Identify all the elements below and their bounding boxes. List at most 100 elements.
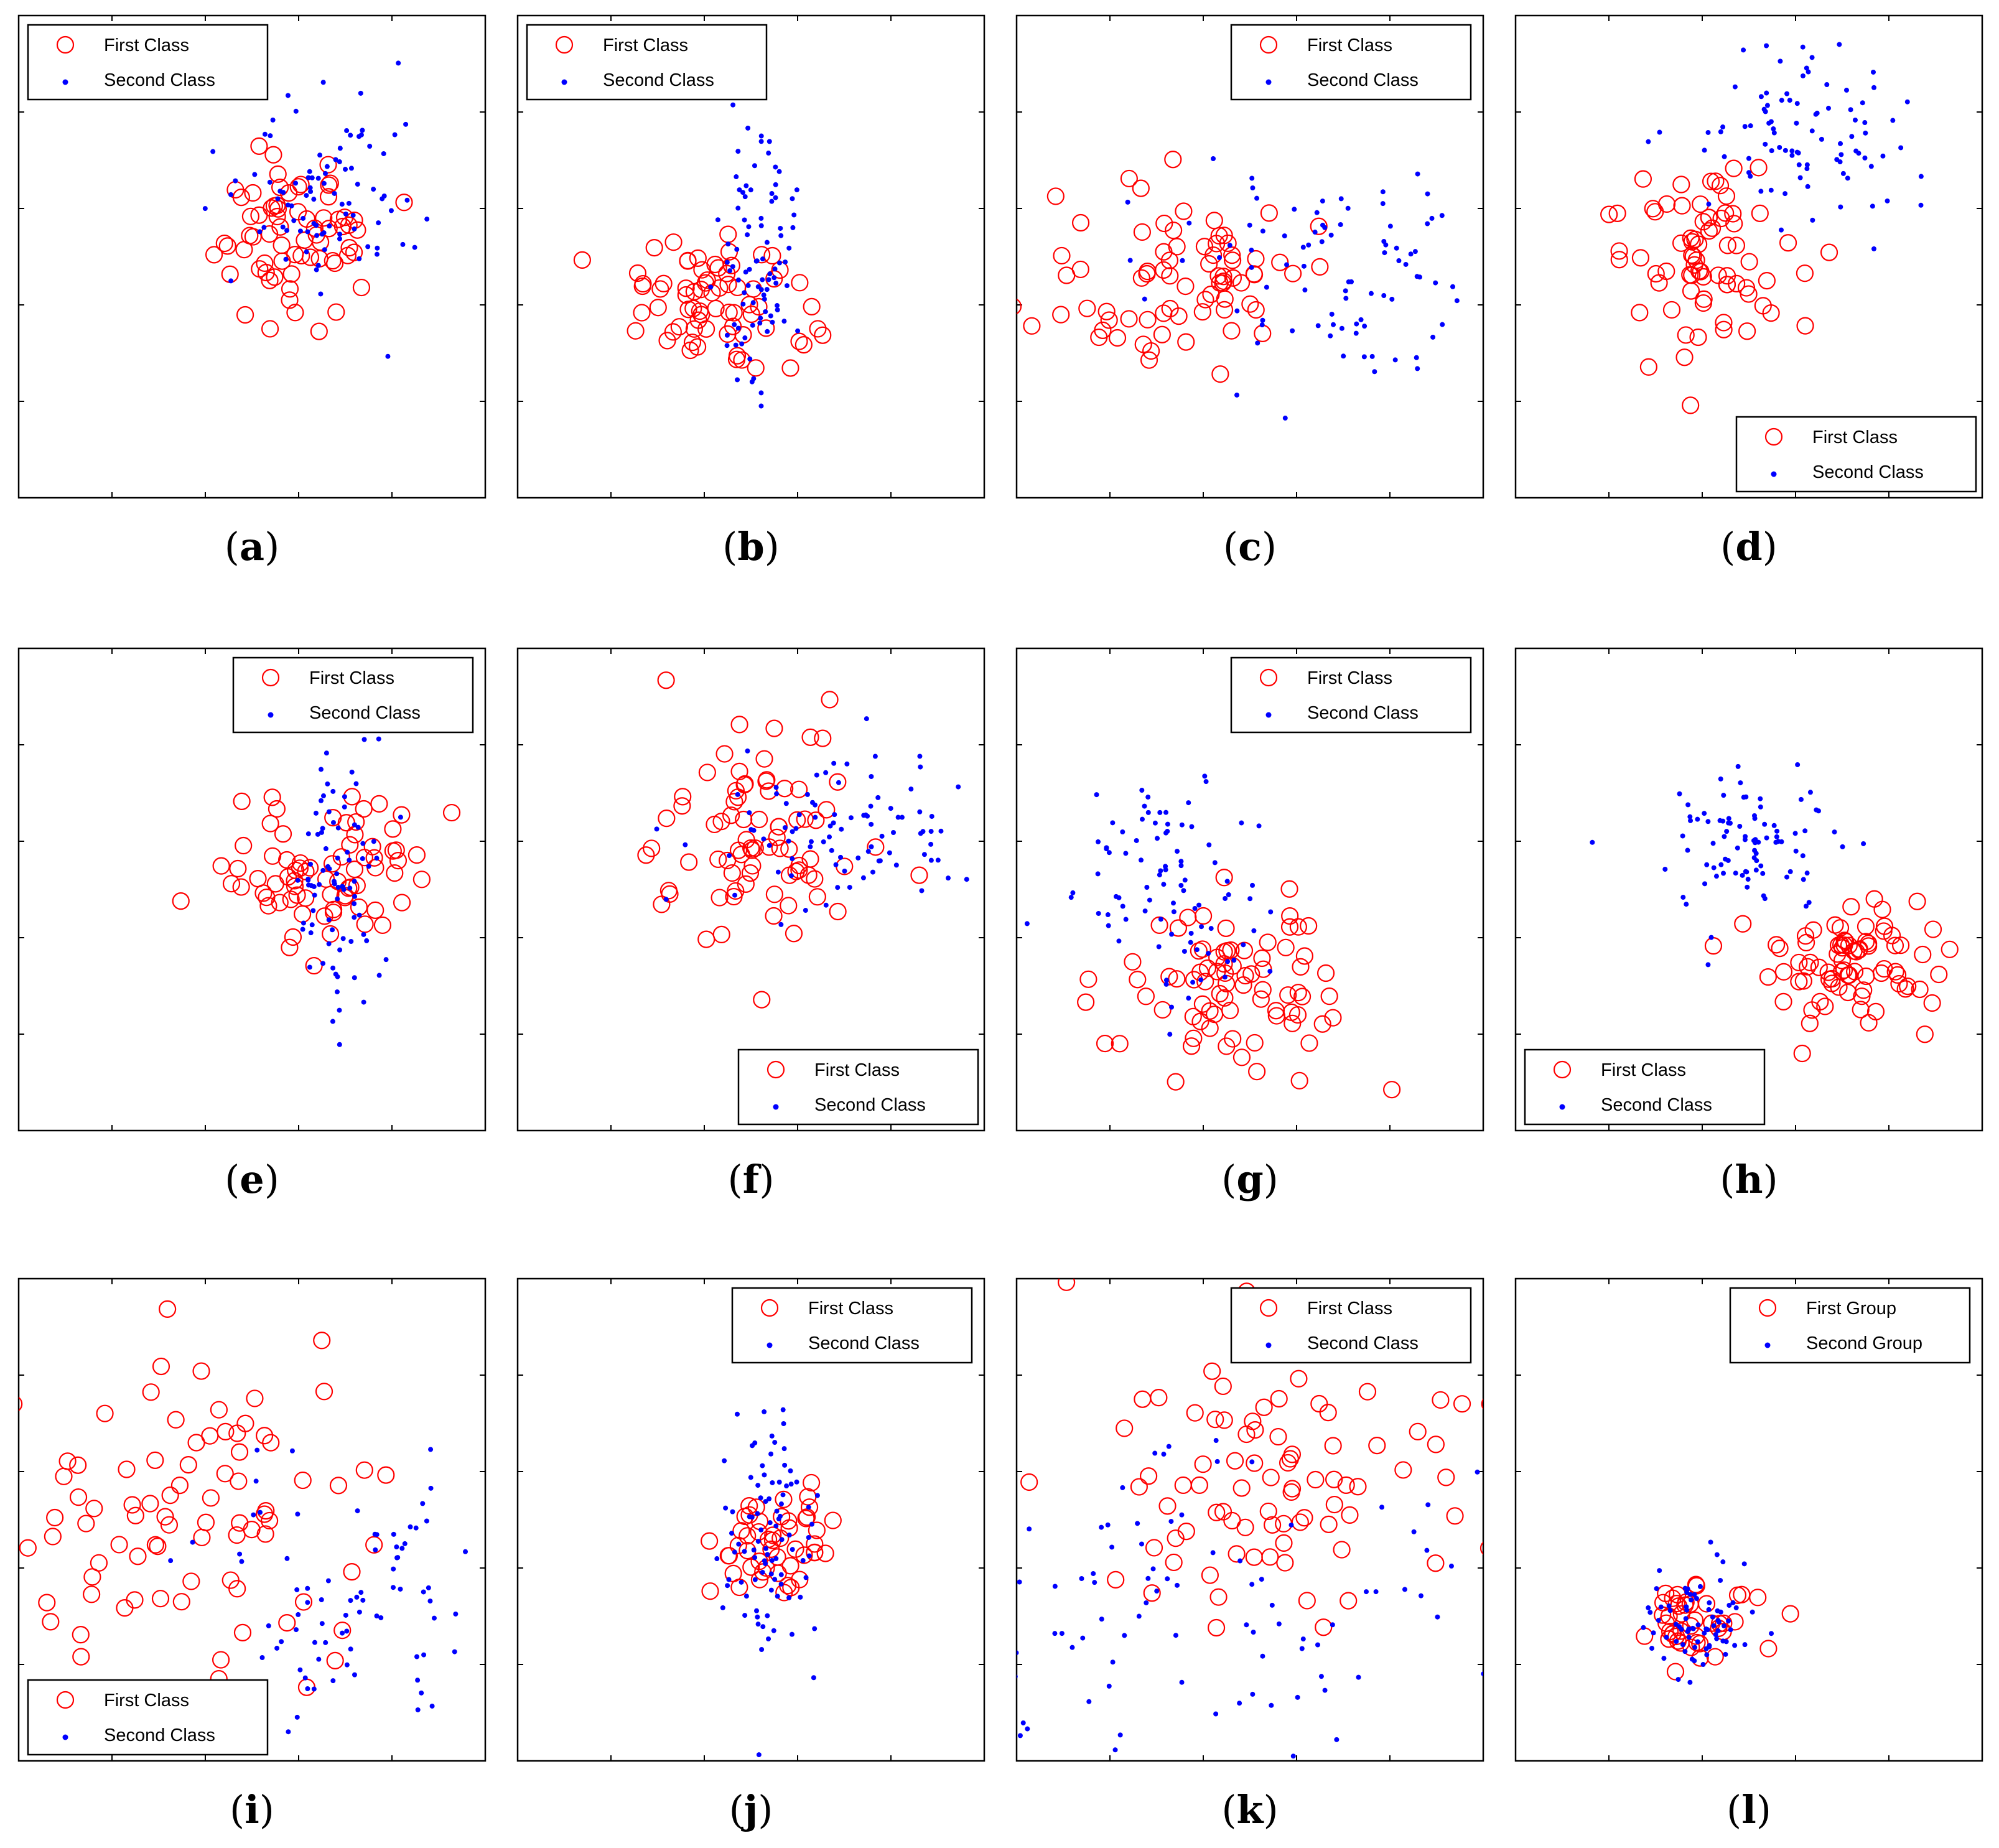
second-class-point: [1752, 816, 1758, 821]
second-class-point: [1415, 171, 1420, 177]
first-class-point: [301, 859, 319, 877]
second-class-point: [308, 189, 314, 194]
second-class-point: [1806, 69, 1811, 75]
second-class-point: [1475, 1469, 1480, 1475]
second-class-point: [1113, 894, 1119, 899]
first-class-point: [1207, 1618, 1226, 1637]
second-class-point: [308, 861, 314, 867]
first-class-point: [273, 252, 291, 270]
first-class-point: [365, 849, 383, 867]
second-class-point: [1448, 1563, 1454, 1569]
first-class-point: [649, 299, 667, 317]
second-class-point: [756, 1752, 762, 1758]
second-class-point: [1647, 1610, 1653, 1615]
first-class-point: [1139, 1467, 1158, 1485]
second-class-point: [872, 754, 878, 759]
panel-label: (g): [1221, 1157, 1279, 1202]
second-class-point: [1179, 1512, 1185, 1518]
first-class-point: [319, 188, 338, 206]
first-class-point: [1295, 1509, 1313, 1527]
second-class-point: [929, 814, 934, 819]
second-class-point: [1711, 865, 1717, 870]
second-class-point: [1068, 895, 1074, 900]
second-class-point: [400, 241, 406, 247]
second-class-point: [755, 1622, 761, 1627]
legend-label: Second Class: [104, 1725, 215, 1745]
second-class-point: [1225, 959, 1231, 964]
second-class-point: [1714, 1636, 1720, 1641]
second-class-point: [763, 1546, 769, 1551]
second-class-point: [755, 1511, 760, 1516]
first-class-point: [1819, 963, 1837, 981]
second-class-point: [753, 258, 759, 264]
second-class-point: [1674, 1639, 1679, 1645]
first-class-point: [1211, 365, 1229, 383]
first-class-point: [790, 861, 808, 879]
second-class-point: [294, 1714, 300, 1720]
second-class-point: [251, 1512, 256, 1518]
second-class-point: [1837, 42, 1842, 47]
second-class-point: [758, 403, 764, 409]
second-class-point: [360, 841, 366, 846]
first-class-point: [232, 878, 250, 896]
second-class-point: [734, 1411, 740, 1417]
first-class-point: [1295, 947, 1313, 965]
second-class-point: [304, 249, 309, 254]
second-class-point: [1743, 794, 1749, 800]
second-class-point: [1745, 877, 1751, 882]
second-class-point: [775, 1594, 780, 1599]
first-class-point: [1046, 187, 1065, 205]
second-class-point: [1702, 811, 1707, 816]
axes-frame: [17, 647, 487, 1132]
second-class-point: [832, 812, 837, 818]
second-class-point: [304, 193, 309, 198]
second-class-point: [1017, 1674, 1018, 1679]
second-class-point: [337, 947, 343, 953]
second-class-point: [307, 964, 312, 970]
second-class-point: [1743, 834, 1748, 839]
first-class-point: [1079, 970, 1097, 988]
panel-label: (e): [225, 1157, 279, 1202]
first-class-point: [1160, 968, 1178, 986]
first-class-point: [1707, 172, 1725, 190]
second-class-point: [762, 1472, 767, 1478]
second-class-point: [806, 1553, 812, 1559]
second-class-point: [1726, 1618, 1731, 1624]
first-class-point: [730, 762, 748, 781]
first-class-point: [765, 719, 783, 737]
first-class-point: [44, 1528, 62, 1546]
second-class-point: [1733, 1605, 1739, 1610]
first-class-point: [231, 1514, 249, 1532]
first-class-point: [370, 795, 388, 813]
second-class-point: [1166, 1444, 1172, 1449]
second-class-point: [1106, 1683, 1112, 1689]
second-class-point: [1353, 330, 1359, 336]
first-class-point: [1096, 1034, 1114, 1053]
second-class-point: [790, 856, 795, 862]
second-class-point: [352, 1672, 357, 1678]
second-class-point: [413, 1525, 419, 1531]
second-class-point: [1679, 1626, 1684, 1632]
first-class-point: [1790, 953, 1808, 972]
second-class-point: [786, 1533, 792, 1538]
points-layer: [701, 1407, 842, 1758]
second-class-point: [1771, 126, 1776, 132]
second-class-point: [1843, 87, 1849, 93]
second-class-point: [1079, 1575, 1084, 1581]
second-class-point: [426, 1585, 431, 1590]
first-class-point: [573, 251, 591, 269]
first-class-point: [172, 892, 190, 910]
second-class-point: [431, 1615, 437, 1621]
second-class-point: [1715, 1628, 1721, 1633]
second-class-point: [1173, 1633, 1178, 1638]
second-class-point: [1702, 881, 1708, 887]
first-class-point: [129, 1547, 147, 1566]
second-class-point: [745, 282, 751, 288]
second-class-point: [355, 1508, 360, 1514]
second-class-point: [1387, 223, 1393, 229]
second-class-point: [285, 93, 291, 98]
second-class-point: [829, 847, 834, 853]
first-class-point: [377, 1466, 395, 1484]
first-class-point: [294, 1593, 313, 1611]
second-class-point: [879, 833, 885, 839]
